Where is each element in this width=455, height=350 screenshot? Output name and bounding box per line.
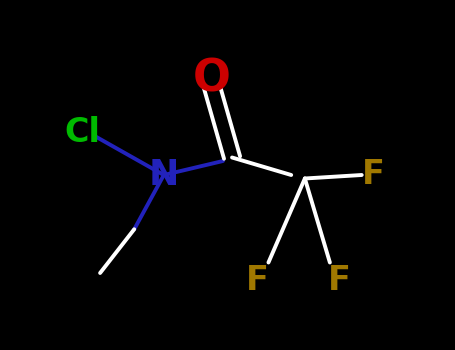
Text: F: F	[362, 159, 384, 191]
Text: O: O	[192, 57, 231, 100]
Text: Cl: Cl	[64, 117, 100, 149]
Text: F: F	[246, 264, 268, 296]
Text: N: N	[149, 158, 179, 192]
Text: F: F	[328, 264, 350, 296]
